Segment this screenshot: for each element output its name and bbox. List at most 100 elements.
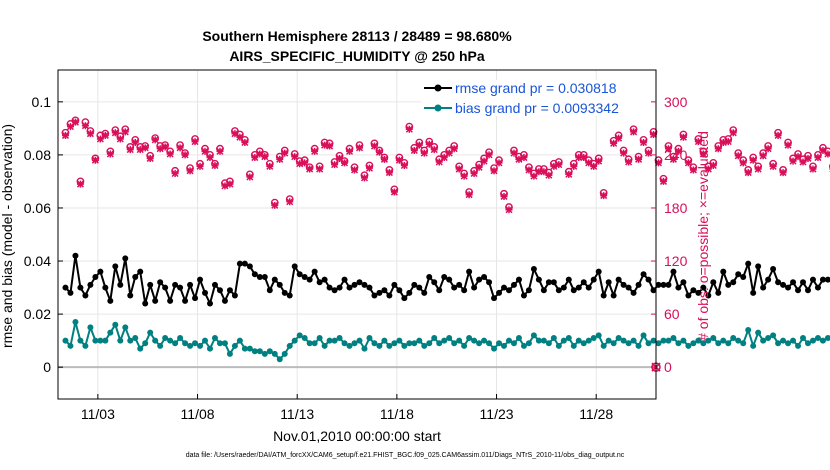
evaluated-point <box>196 162 204 170</box>
rmse-point <box>466 268 473 275</box>
evaluated-point <box>281 149 289 157</box>
evaluated-point <box>789 157 797 165</box>
bias-point <box>819 337 826 344</box>
rmse-point <box>795 287 802 294</box>
bias-point <box>127 337 134 344</box>
y-left-tick-label: 0.04 <box>24 253 51 269</box>
evaluated-point <box>809 165 817 173</box>
bias-point <box>486 340 493 347</box>
rmse-point <box>814 284 821 291</box>
bias-point <box>705 337 712 344</box>
bias-point <box>635 342 642 349</box>
rmse-point <box>107 297 114 304</box>
bias-point <box>301 334 308 341</box>
rmse-point <box>321 276 328 283</box>
evaluated-point <box>430 146 438 154</box>
bias-point <box>177 334 184 341</box>
rmse-point <box>685 292 692 299</box>
bias-point <box>750 342 757 349</box>
evaluated-point <box>136 146 144 154</box>
evaluated-point <box>81 122 89 130</box>
rmse-point <box>501 284 508 291</box>
evaluated-point <box>754 165 762 173</box>
evaluated-point <box>61 131 70 139</box>
rmse-point <box>266 287 273 294</box>
rmse-point <box>441 273 448 280</box>
evaluated-point <box>824 150 830 158</box>
bias-point <box>715 340 722 347</box>
bias-point <box>505 337 512 344</box>
bias-point <box>411 340 418 347</box>
bias-point <box>112 321 119 328</box>
bias-point <box>690 340 697 347</box>
evaluated-point <box>739 159 747 167</box>
bias-point <box>216 340 223 347</box>
rmse-point <box>715 289 722 296</box>
bias-point <box>197 342 204 349</box>
rmse-point <box>809 276 816 283</box>
rmse-point <box>550 279 557 286</box>
bias-point <box>515 334 522 341</box>
evaluated-point <box>749 156 757 164</box>
rmse-point <box>436 287 443 294</box>
bias-point <box>182 340 189 347</box>
rmse-point <box>790 279 797 286</box>
rmse-point <box>630 289 637 296</box>
rmse-point <box>525 287 532 294</box>
bias-point <box>824 334 830 341</box>
evaluated-point <box>241 138 249 147</box>
rmse-point <box>675 284 682 291</box>
evaluated-point <box>530 172 538 180</box>
evaluated-point <box>525 166 533 174</box>
bias-point <box>660 337 667 344</box>
rmse-point <box>570 287 577 294</box>
evaluated-point <box>625 158 633 166</box>
rmse-point <box>670 268 677 275</box>
bias-point <box>326 337 333 344</box>
bias-point <box>226 350 233 357</box>
bias-point <box>780 337 787 344</box>
evaluated-point <box>674 147 682 155</box>
evaluated-point <box>535 168 543 176</box>
evaluated-point <box>251 154 259 162</box>
rmse-point <box>431 279 438 286</box>
evaluated-point <box>545 171 553 179</box>
rmse-point <box>177 284 184 291</box>
bias-point <box>665 337 672 344</box>
evaluated-point <box>415 141 423 149</box>
bias-point <box>441 337 448 344</box>
evaluated-point <box>141 144 149 152</box>
rmse-point <box>770 265 777 272</box>
evaluated-point <box>470 169 478 178</box>
evaluated-point <box>440 154 448 162</box>
bias-point <box>640 332 647 339</box>
evaluated-point <box>226 180 234 188</box>
bias-point <box>785 340 792 347</box>
rmse-point <box>197 276 204 283</box>
evaluated-point <box>465 191 473 199</box>
evaluated-point <box>490 167 498 175</box>
rmse-point <box>690 287 697 294</box>
legend-rmse-label: rmse grand pr = 0.030818 <box>455 80 617 96</box>
rmse-point <box>580 279 587 286</box>
evaluated-point <box>804 154 812 162</box>
y-left-tick-label: 0.02 <box>24 306 51 322</box>
bias-point <box>575 337 582 344</box>
evaluated-point <box>410 146 418 155</box>
rmse-point <box>471 284 478 291</box>
bias-point <box>62 337 69 344</box>
evaluated-point <box>630 128 638 136</box>
evaluated-point <box>644 149 653 157</box>
bias-point <box>610 340 617 347</box>
evaluated-point <box>455 165 463 173</box>
bias-point <box>361 345 368 352</box>
evaluated-point <box>291 153 299 161</box>
bias-point <box>580 340 587 347</box>
evaluated-point <box>86 130 94 138</box>
evaluated-point <box>610 139 618 147</box>
evaluated-point <box>166 150 174 158</box>
evaluated-point <box>146 154 154 162</box>
x-tick-label: 11/18 <box>380 406 414 422</box>
rmse-point <box>476 276 483 283</box>
